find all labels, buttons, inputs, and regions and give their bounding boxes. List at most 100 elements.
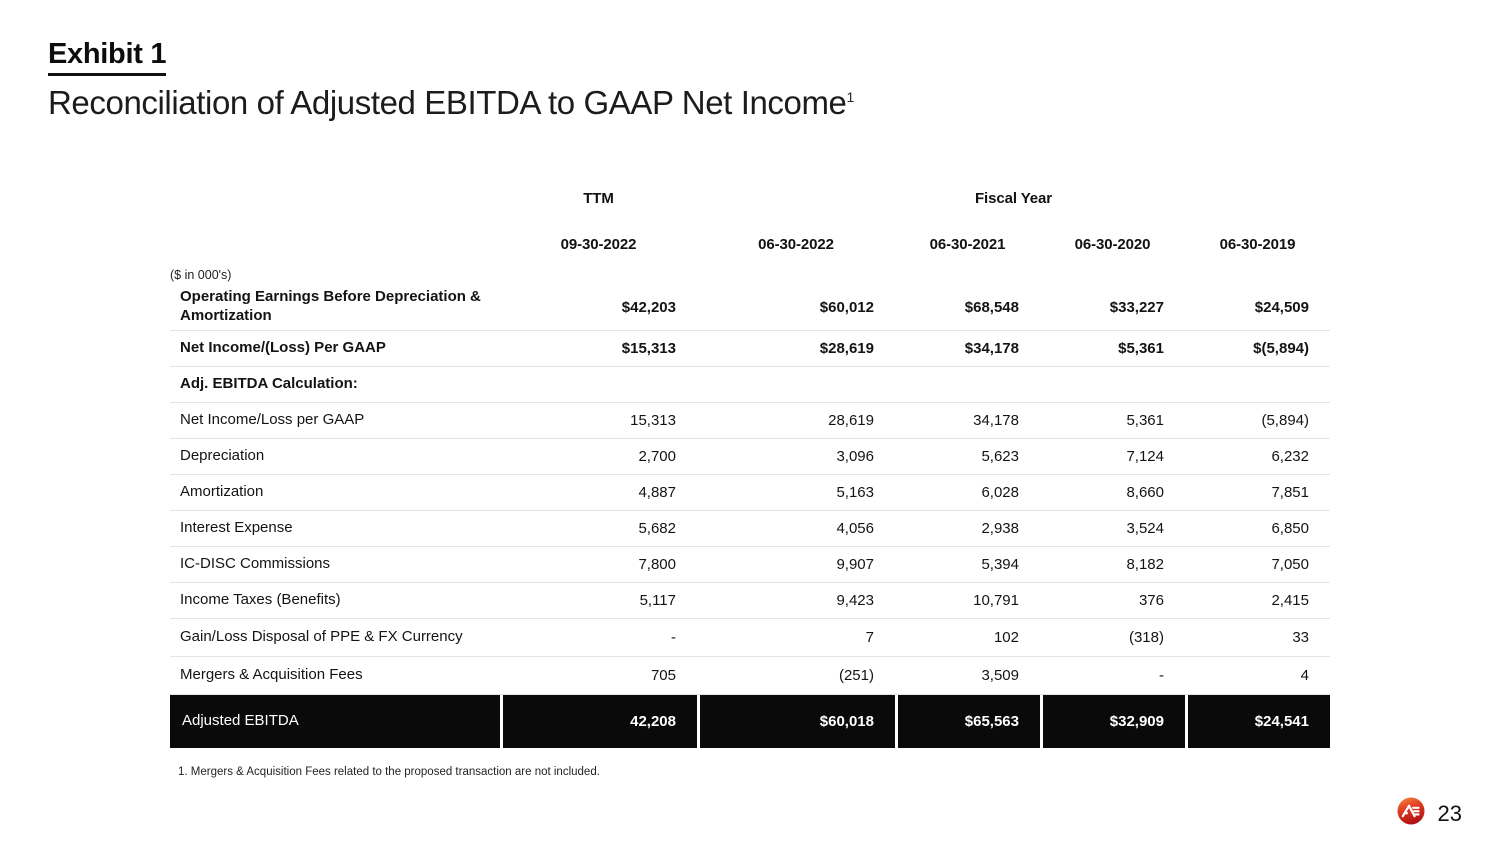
column-group-ttm: TTM	[583, 189, 614, 207]
total-cell-value: 42,208	[500, 695, 697, 748]
row-label: Income Taxes (Benefits)	[180, 591, 341, 609]
cell-value: 4,056	[836, 520, 874, 537]
table-row: Depreciation 2,700 3,096 5,623 7,124 6,2…	[170, 439, 1330, 475]
cell-value: 4,887	[638, 484, 676, 501]
total-cell-value: $32,909	[1040, 695, 1185, 748]
cell-value: 28,619	[828, 412, 874, 429]
cell-value: 7,050	[1271, 556, 1309, 573]
cell-value: 10,791	[973, 592, 1019, 609]
cell-value: 5,623	[981, 448, 1019, 465]
cell-value: 7,124	[1126, 448, 1164, 465]
table-row: Amortization 4,887 5,163 6,028 8,660 7,8…	[170, 475, 1330, 511]
cell-value: $15,313	[621, 340, 676, 357]
cell-value: $60,012	[819, 298, 874, 316]
row-label: Gain/Loss Disposal of PPE & FX Currency	[180, 628, 463, 646]
cell-value: 6,232	[1271, 448, 1309, 465]
total-cell-value: $24,541	[1185, 695, 1330, 748]
column-header: 09-30-2022	[560, 235, 637, 253]
table-row: Income Taxes (Benefits) 5,117 9,423 10,7…	[170, 583, 1330, 619]
cell-value: (5,894)	[1261, 412, 1309, 429]
table-row: Interest Expense 5,682 4,056 2,938 3,524…	[170, 511, 1330, 547]
cell-value: 33	[1292, 629, 1309, 646]
title-block: Exhibit 1 Reconciliation of Adjusted EBI…	[48, 38, 854, 122]
table-row: Net Income/Loss per GAAP 15,313 28,619 3…	[170, 403, 1330, 439]
cell-value: 102	[993, 629, 1019, 646]
table-row: IC-DISC Commissions 7,800 9,907 5,394 8,…	[170, 547, 1330, 583]
cell-value: $24,509	[1254, 298, 1309, 316]
cell-value: 5,361	[1126, 412, 1164, 429]
cell-value: $42,203	[621, 298, 676, 316]
column-group-fiscal-year: Fiscal Year	[974, 189, 1053, 207]
row-label: Net Income/(Loss) Per GAAP	[180, 339, 386, 357]
units-note: ($ in 000's)	[170, 268, 232, 282]
table-row: Adj. EBITDA Calculation:	[170, 367, 1330, 403]
cell-value: $33,227	[1109, 298, 1164, 316]
table-row: Operating Earnings Before Depreciation &…	[170, 284, 1330, 331]
total-cell-value: $65,563	[895, 695, 1040, 748]
row-label: Net Income/Loss per GAAP	[180, 411, 365, 429]
cell-value: 3,524	[1126, 520, 1164, 537]
column-header: 06-30-2022	[758, 235, 834, 253]
cell-value: 6,850	[1271, 520, 1309, 537]
row-label: IC-DISC Commissions	[180, 555, 331, 573]
table-row: Mergers & Acquisition Fees 705 (251) 3,5…	[170, 657, 1330, 695]
units-note-row: ($ in 000's)	[170, 266, 1330, 284]
row-label: Depreciation	[180, 447, 265, 465]
cell-value: 6,028	[981, 484, 1019, 501]
column-group-header-row: TTM Fiscal Year	[170, 188, 1330, 208]
cell-value: 2,938	[981, 520, 1019, 537]
cell-value: 7,800	[638, 556, 676, 573]
title-superscript: 1	[846, 89, 855, 105]
cell-value: 9,423	[836, 592, 874, 609]
page-footer: 23	[1397, 797, 1462, 830]
total-row: Adjusted EBITDA 42,208 $60,018 $65,563 $…	[170, 695, 1330, 748]
row-label: Amortization	[180, 483, 264, 501]
footnote: 1. Mergers & Acquisition Fees related to…	[178, 766, 600, 778]
row-label: Operating Earnings Before Depreciation &…	[180, 288, 481, 324]
cell-value: 5,394	[981, 556, 1019, 573]
cell-value: -	[1159, 667, 1164, 684]
cell-value: 3,096	[836, 448, 874, 465]
cell-value: 2,415	[1271, 592, 1309, 609]
table-row: Net Income/(Loss) Per GAAP $15,313 $28,6…	[170, 331, 1330, 367]
column-header: 06-30-2019	[1219, 235, 1296, 253]
row-label: Adj. EBITDA Calculation:	[180, 375, 358, 393]
cell-value: $34,178	[964, 340, 1019, 357]
cell-value: 9,907	[836, 556, 874, 573]
cell-value: 705	[650, 667, 676, 684]
cell-value: 376	[1138, 592, 1164, 609]
cell-value: (318)	[1128, 629, 1164, 646]
cell-value: 8,660	[1126, 484, 1164, 501]
cell-value: 7	[865, 629, 874, 646]
reconciliation-table: TTM Fiscal Year 09-30-2022 06-30-2022 06…	[170, 188, 1330, 778]
cell-value: 34,178	[973, 412, 1019, 429]
cell-value: (251)	[838, 667, 874, 684]
cell-value: 5,163	[836, 484, 874, 501]
cell-value: 8,182	[1126, 556, 1164, 573]
page-title-text: Reconciliation of Adjusted EBITDA to GAA…	[48, 84, 847, 121]
cell-value: 15,313	[630, 412, 676, 429]
row-label: Mergers & Acquisition Fees	[180, 666, 363, 684]
cell-value: $68,548	[964, 298, 1019, 316]
column-header: 06-30-2020	[1074, 235, 1151, 253]
cell-value: $5,361	[1118, 340, 1164, 357]
page-number: 23	[1437, 800, 1462, 826]
total-row-label: Adjusted EBITDA	[182, 712, 299, 730]
cell-value: 2,700	[638, 448, 676, 465]
page-title: Reconciliation of Adjusted EBITDA to GAA…	[48, 84, 854, 122]
ae-logo-icon	[1397, 797, 1425, 830]
total-cell-value: $60,018	[697, 695, 895, 748]
cell-value: 7,851	[1271, 484, 1309, 501]
column-header-row: 09-30-2022 06-30-2022 06-30-2021 06-30-2…	[170, 234, 1330, 254]
cell-value: 3,509	[981, 667, 1019, 684]
row-label: Interest Expense	[180, 519, 293, 537]
table-row: Gain/Loss Disposal of PPE & FX Currency …	[170, 619, 1330, 657]
cell-value: 4	[1300, 667, 1309, 684]
cell-value: 5,117	[639, 592, 676, 609]
column-header: 06-30-2021	[929, 235, 1006, 253]
cell-value: -	[671, 629, 676, 646]
cell-value: $(5,894)	[1253, 340, 1309, 357]
cell-value: 5,682	[638, 520, 676, 537]
cell-value: $28,619	[819, 340, 874, 357]
exhibit-label: Exhibit 1	[48, 38, 166, 76]
